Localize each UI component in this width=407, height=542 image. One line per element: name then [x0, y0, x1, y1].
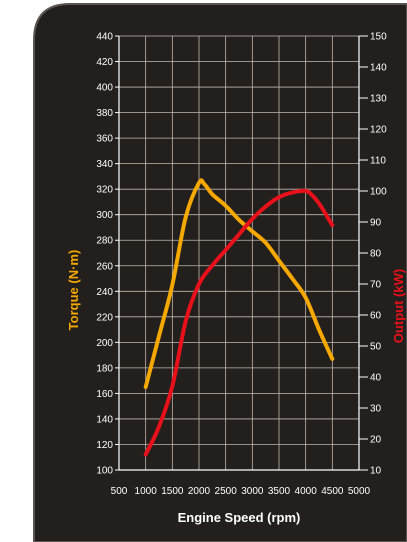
- y-right-tick-label: 150: [370, 32, 387, 43]
- y-left-tick-label: 180: [96, 363, 113, 374]
- x-tick-label: 2000: [188, 486, 211, 497]
- y-left-tick-label: 260: [96, 261, 113, 272]
- y-right-tick-label: 90: [370, 218, 382, 229]
- y-left-tick-label: 440: [96, 32, 113, 43]
- y-axis-left-title: Torque (N·m): [66, 250, 81, 331]
- x-tick-label: 5000: [348, 486, 371, 497]
- y-left-tick-label: 120: [96, 440, 113, 451]
- y-left-tick-label: 280: [96, 236, 113, 247]
- y-right-tick-label: 110: [370, 156, 386, 167]
- y-left-tick-label: 220: [96, 312, 113, 323]
- y-left-tick-label: 320: [96, 185, 113, 196]
- x-tick-label: 1000: [135, 486, 158, 497]
- y-left-tick-label: 100: [96, 466, 113, 477]
- y-left-tick-label: 160: [96, 389, 113, 400]
- y-left-tick-label: 380: [96, 108, 113, 119]
- y-left-tick-label: 300: [96, 210, 113, 221]
- y-left-tick-label: 200: [96, 338, 113, 349]
- x-tick-label: 4000: [295, 486, 318, 497]
- axes: [115, 35, 368, 471]
- y-left-tick-label: 360: [96, 134, 113, 145]
- x-tick-label: 500: [111, 486, 128, 497]
- x-tick-label: 3500: [268, 486, 291, 497]
- y-right-tick-label: 80: [370, 249, 382, 260]
- y-right-tick-label: 10: [370, 466, 382, 477]
- output-curve: [143, 188, 335, 457]
- y-right-tick-label: 120: [370, 125, 387, 136]
- y-right-tick-label: 70: [370, 280, 382, 291]
- y-right-tick-label: 50: [370, 342, 382, 353]
- torque-curve: [143, 178, 335, 389]
- tick-labels: 100 120 140 160 180 200 220 240 260 280 300 320 340 3…: [96, 32, 387, 498]
- x-tick-label: 3000: [241, 486, 264, 497]
- y-axis-right-title: Output (kW): [391, 269, 406, 343]
- y-right-tick-label: 60: [370, 311, 382, 322]
- y-left-tick-label: 420: [96, 57, 113, 68]
- y-right-tick-label: 130: [370, 94, 387, 105]
- y-right-tick-label: 30: [370, 404, 382, 415]
- y-left-tick-label: 240: [96, 287, 113, 298]
- y-left-tick-label: 400: [96, 83, 113, 94]
- y-right-tick-label: 40: [370, 373, 382, 384]
- series-lines: [143, 178, 335, 457]
- x-axis-title: Engine Speed (rpm): [178, 510, 301, 525]
- x-tick-label: 4500: [321, 486, 344, 497]
- y-right-tick-label: 100: [370, 187, 387, 198]
- x-tick-label: 2500: [215, 486, 238, 497]
- y-left-tick-label: 140: [96, 414, 113, 425]
- y-left-tick-label: 340: [96, 159, 113, 170]
- x-tick-label: 1500: [161, 486, 184, 497]
- y-right-tick-label: 20: [370, 435, 382, 446]
- panel-background: [33, 3, 407, 542]
- y-right-tick-label: 140: [370, 63, 387, 74]
